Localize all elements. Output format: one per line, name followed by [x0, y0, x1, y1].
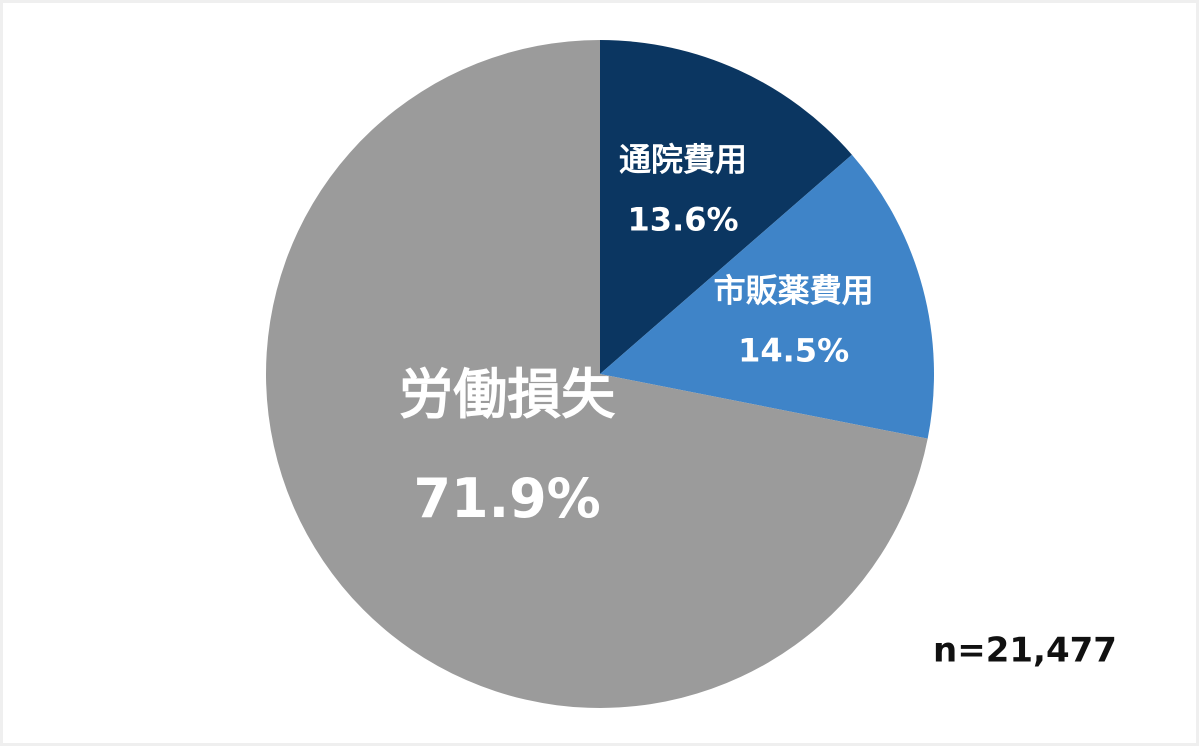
annotation: n=21,477 — [933, 631, 1117, 671]
pie-slice — [600, 154, 934, 439]
pie-slice — [600, 40, 852, 374]
pie-slice — [266, 40, 928, 708]
slice-value-label: 71.9% — [413, 467, 600, 530]
slice-value-label: 13.6% — [628, 201, 739, 239]
slice-label: 市販薬費用 — [714, 271, 874, 309]
slice-value-label: 14.5% — [738, 331, 849, 369]
slice-label: 労働損失 — [399, 363, 616, 426]
slice-label: 通院費用 — [619, 141, 747, 179]
